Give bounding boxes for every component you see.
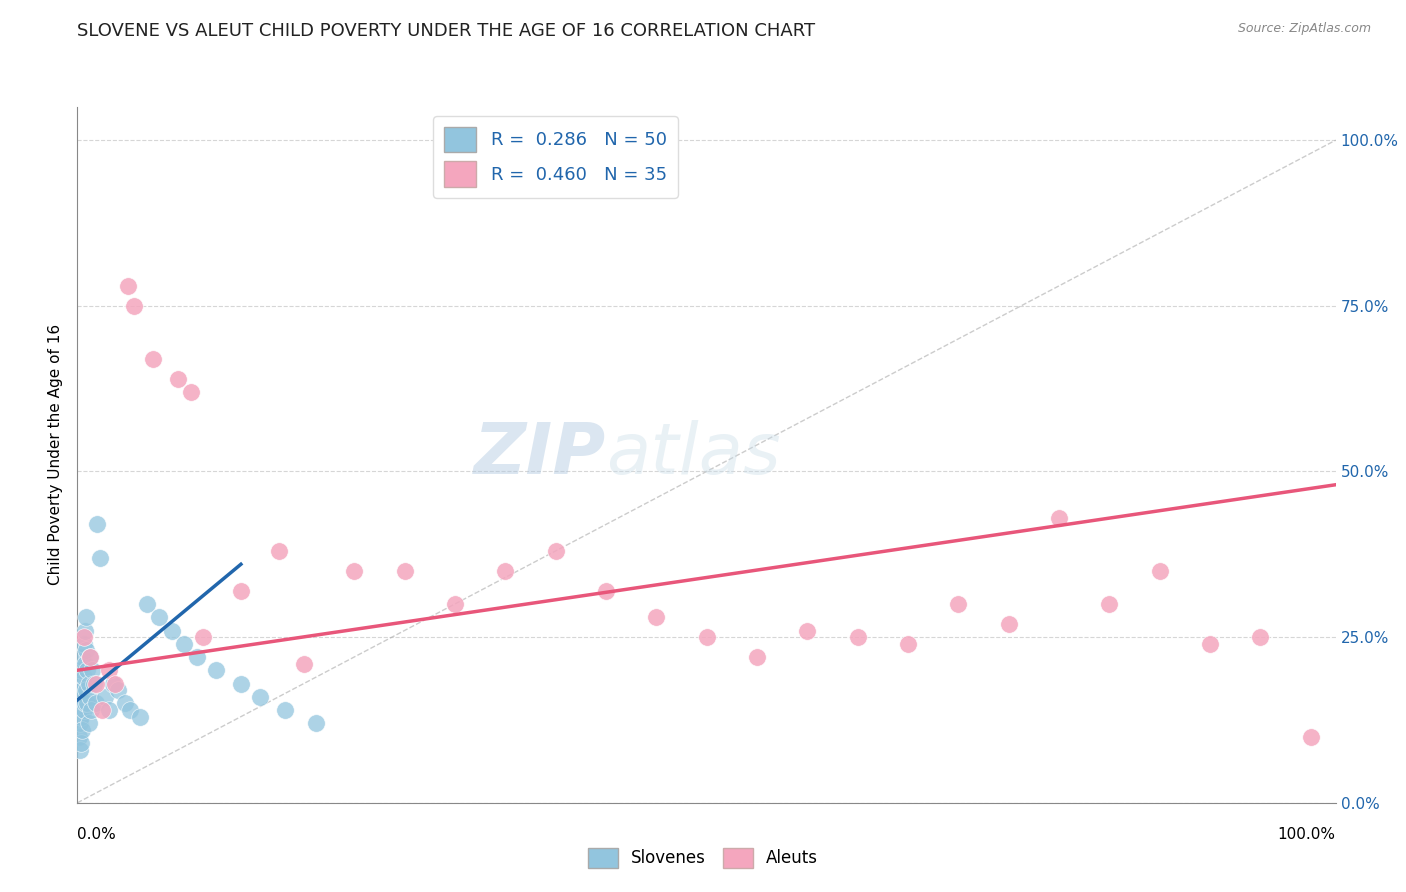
Legend: Slovenes, Aleuts: Slovenes, Aleuts [581, 841, 825, 875]
Point [948, 597, 970, 611]
Point [173, 637, 195, 651]
Point [72, 670, 94, 684]
Point [79, 690, 101, 704]
Point [180, 384, 202, 399]
Point [897, 637, 920, 651]
Point [72, 683, 94, 698]
Point [76, 697, 98, 711]
Point [69, 716, 91, 731]
Point [444, 597, 467, 611]
Point [72, 723, 94, 737]
Point [91, 703, 114, 717]
Point [79, 650, 101, 665]
Point [76, 663, 98, 677]
Text: atlas: atlas [606, 420, 780, 490]
Point [745, 650, 768, 665]
Point [1098, 597, 1121, 611]
Point [72, 650, 94, 665]
Point [1198, 637, 1220, 651]
Point [70, 736, 93, 750]
Point [494, 564, 516, 578]
Point [997, 616, 1019, 631]
Point [73, 657, 96, 671]
Point [69, 743, 91, 757]
Point [75, 643, 97, 657]
Point [73, 624, 96, 638]
Point [70, 709, 93, 723]
Point [70, 663, 93, 677]
Point [191, 630, 215, 644]
Point [104, 676, 127, 690]
Point [160, 624, 183, 638]
Point [77, 676, 100, 690]
Point [72, 637, 94, 651]
Point [67, 730, 90, 744]
Text: ZIP: ZIP [474, 420, 606, 490]
Point [84, 676, 107, 690]
Point [305, 716, 328, 731]
Point [274, 703, 297, 717]
Point [97, 663, 120, 677]
Point [80, 703, 103, 717]
Legend: R =  0.286   N = 50, R =  0.460   N = 35: R = 0.286 N = 50, R = 0.460 N = 35 [433, 116, 678, 198]
Point [107, 683, 129, 698]
Point [117, 279, 139, 293]
Point [122, 299, 145, 313]
Point [148, 610, 170, 624]
Point [101, 676, 124, 690]
Point [83, 676, 105, 690]
Point [292, 657, 315, 671]
Y-axis label: Child Poverty Under the Age of 16: Child Poverty Under the Age of 16 [48, 325, 63, 585]
Point [67, 703, 90, 717]
Point [75, 683, 97, 698]
Point [135, 597, 157, 611]
Point [142, 351, 165, 366]
Point [645, 610, 668, 624]
Point [595, 583, 617, 598]
Point [229, 676, 252, 690]
Point [1047, 511, 1070, 525]
Point [167, 372, 190, 386]
Point [186, 650, 208, 665]
Text: 100.0%: 100.0% [1278, 827, 1336, 841]
Point [73, 697, 96, 711]
Point [267, 544, 290, 558]
Point [79, 650, 101, 665]
Text: SLOVENE VS ALEUT CHILD POVERTY UNDER THE AGE OF 16 CORRELATION CHART: SLOVENE VS ALEUT CHILD POVERTY UNDER THE… [77, 22, 815, 40]
Point [696, 630, 718, 644]
Point [846, 630, 869, 644]
Point [343, 564, 366, 578]
Point [120, 703, 142, 717]
Point [544, 544, 567, 558]
Point [70, 690, 93, 704]
Point [72, 703, 94, 717]
Point [72, 630, 94, 644]
Point [229, 583, 252, 598]
Point [77, 716, 100, 731]
Point [249, 690, 271, 704]
Point [97, 703, 120, 717]
Point [1249, 630, 1271, 644]
Text: 0.0%: 0.0% [77, 827, 117, 841]
Point [69, 676, 91, 690]
Point [394, 564, 416, 578]
Point [1149, 564, 1171, 578]
Point [84, 697, 107, 711]
Point [1299, 730, 1322, 744]
Point [204, 663, 226, 677]
Point [129, 709, 152, 723]
Point [86, 517, 108, 532]
Point [796, 624, 818, 638]
Point [82, 663, 104, 677]
Point [89, 550, 111, 565]
Text: Source: ZipAtlas.com: Source: ZipAtlas.com [1237, 22, 1371, 36]
Point [94, 690, 117, 704]
Point [75, 610, 97, 624]
Point [114, 697, 136, 711]
